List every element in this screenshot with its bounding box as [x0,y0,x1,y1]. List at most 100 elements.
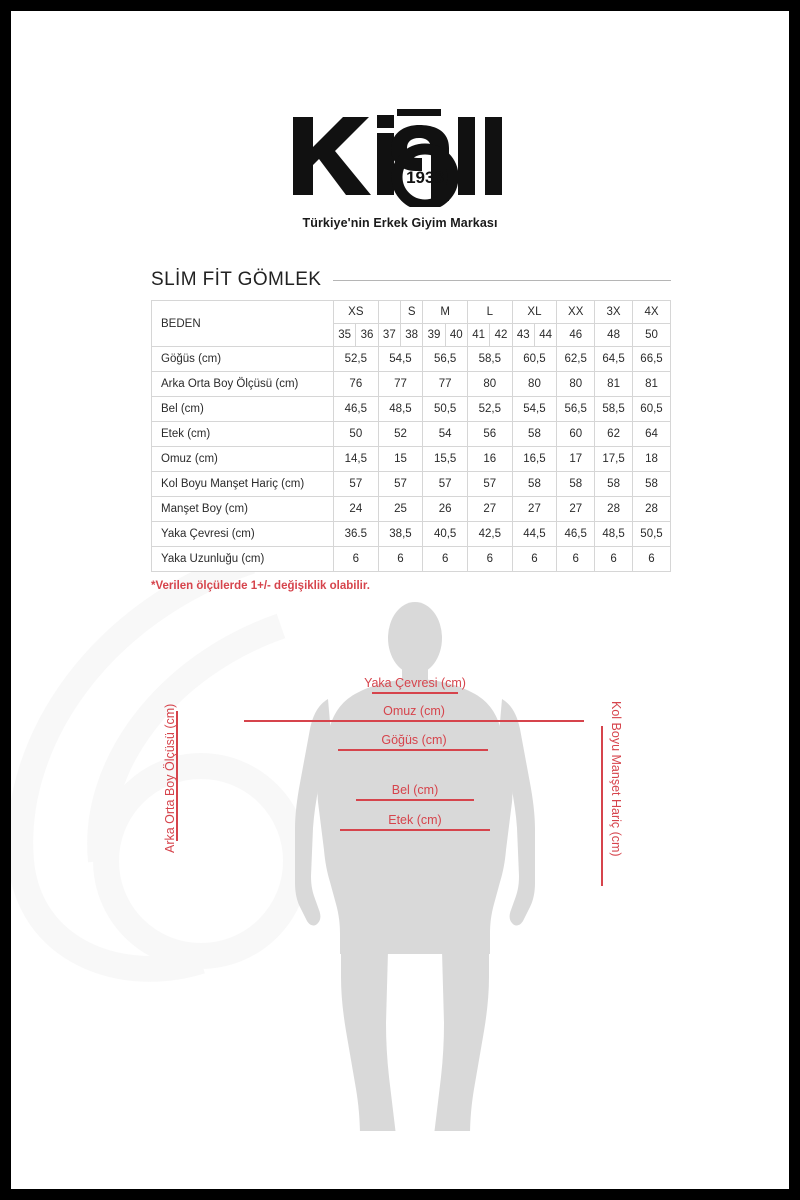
sleeve-length-line [601,726,603,886]
measurement-value: 58,5 [594,396,633,422]
table-row: Arka Orta Boy Ölçüsü (cm) 76 77 77 80 80 80 81 8… [151,371,671,397]
measurement-value: 6 [377,546,424,572]
measurement-label: Bel (cm) [151,396,334,422]
label-collar: Yaka Çevresi (cm) [347,676,483,694]
measurement-value: 64 [632,421,671,447]
measurement-label: Göğüs (cm) [151,346,334,372]
measurement-value: 56 [466,421,513,447]
measurement-value: 62,5 [556,346,596,372]
label-waist: Bel (cm) [356,783,474,801]
measurement-value: 6 [632,546,671,572]
page-title: SLİM FİT GÖMLEK [151,269,322,290]
measurement-value: 58 [511,471,558,497]
size-name-cell: XX [556,300,596,324]
size-name-cell: XL [511,300,558,324]
size-name-cell: L [466,300,513,324]
measurement-value: 58 [556,471,596,497]
measurement-value: 6 [466,546,513,572]
numeric-size-cell: 35 [332,323,357,347]
measurement-value: 27 [556,496,596,522]
beden-header: BEDEN [151,300,334,347]
measurement-value: 40,5 [422,521,468,547]
measurement-value: 6 [556,546,596,572]
table-body: BEDEN XS S M L XL XX 3X 4X 35 36 37 38 39 40 41 42 43 44… [151,300,671,572]
label-chest-text: Göğüs (cm) [381,733,447,747]
table-header-size-names: BEDEN XS S M L XL XX 3X 4X [151,300,671,347]
measurement-value: 57 [466,471,513,497]
measurement-value: 81 [632,371,671,397]
measurement-value: 52,5 [466,396,513,422]
measurement-value: 58 [511,421,558,447]
measurement-value: 56,5 [556,396,596,422]
measurement-value: 27 [511,496,558,522]
measurement-value: 58 [632,471,671,497]
measurement-value: 50 [333,421,379,447]
measurement-label: Arka Orta Boy Ölçüsü (cm) [151,371,334,397]
measurement-diagram: Arka Orta Boy Ölçüsü (cm) Kol Boyu Manşe… [11,601,789,1131]
measurement-label: Manşet Boy (cm) [151,496,334,522]
numeric-size-cell: 50 [632,323,671,347]
measurement-value: 6 [594,546,633,572]
measurement-value: 18 [632,446,671,472]
label-waist-text: Bel (cm) [391,783,439,797]
measurement-value: 14,5 [333,446,379,472]
measurement-value: 16 [466,446,513,472]
numeric-size-cell: 44 [533,323,558,347]
measurement-value: 77 [377,371,424,397]
brand-tagline: Türkiye'nin Erkek Giyim Markası [302,216,498,230]
size-name-cell: 3X [594,300,633,324]
measurement-note: *Verilen ölçülerde 1+/- değişiklik olabi… [151,580,370,592]
measurement-value: 80 [466,371,513,397]
measurement-value: 36.5 [333,521,379,547]
numeric-size-cell: 38 [399,323,424,347]
label-collar-underline [372,692,458,694]
measurement-value: 77 [422,371,468,397]
size-name-cell: 4X [632,300,671,324]
numeric-size-cell: 39 [422,323,446,347]
measurement-value: 48,5 [377,396,424,422]
table-row: Omuz (cm) 14,5 15 15,5 16 16,5 17 17,5 18 [151,446,671,472]
size-name-cell: XS [333,300,379,324]
measurement-value: 60,5 [511,346,558,372]
title-rule [333,279,671,281]
measurement-value: 6 [511,546,558,572]
measurement-value: 64,5 [594,346,633,372]
measurement-label: Omuz (cm) [151,446,334,472]
measurement-value: 15 [377,446,424,472]
measurement-value: 76 [333,371,379,397]
measurement-value: 60,5 [632,396,671,422]
label-shoulder: Omuz (cm) [244,704,584,722]
label-chest: Göğüs (cm) [338,733,488,751]
table-row: Manşet Boy (cm) 24 25 26 27 27 27 28 28 [151,496,671,522]
brand-logo: 1938 Türkiye'nin Erkek Giyim Markası [11,99,789,230]
numeric-size-cell: 37 [377,323,401,347]
measurement-value: 60 [556,421,596,447]
table-row: Yaka Çevresi (cm) 36.5 38,5 40,5 42,5 44,5 46,… [151,521,671,547]
measurement-value: 50,5 [422,396,468,422]
label-hem: Etek (cm) [340,813,490,831]
measurement-value: 54,5 [511,396,558,422]
measurement-value: 57 [422,471,468,497]
label-shoulder-text: Omuz (cm) [383,704,445,718]
measurement-value: 26 [422,496,468,522]
numeric-size-cell: 43 [511,323,535,347]
table-header-numeric-sizes: 35 36 37 38 39 40 41 42 43 44 46 48 50 [152,323,671,347]
measurement-value: 56,5 [422,346,468,372]
label-hem-text: Etek (cm) [388,813,442,827]
numeric-size-cell: 48 [594,323,633,347]
measurement-value: 15,5 [422,446,468,472]
label-chest-underline [338,749,488,751]
measurement-value: 54 [422,421,468,447]
established-year: 1938 [406,168,444,187]
measurement-value: 46,5 [333,396,379,422]
size-name-cell: M [422,300,468,324]
measurement-value: 24 [333,496,379,522]
measurement-value: 81 [594,371,633,397]
measurement-value: 57 [333,471,379,497]
measurement-value: 57 [377,471,424,497]
measurement-label: Etek (cm) [151,421,334,447]
measurement-value: 28 [632,496,671,522]
measurement-value: 6 [422,546,468,572]
body-silhouette [295,602,535,1131]
measurement-value: 17,5 [594,446,633,472]
